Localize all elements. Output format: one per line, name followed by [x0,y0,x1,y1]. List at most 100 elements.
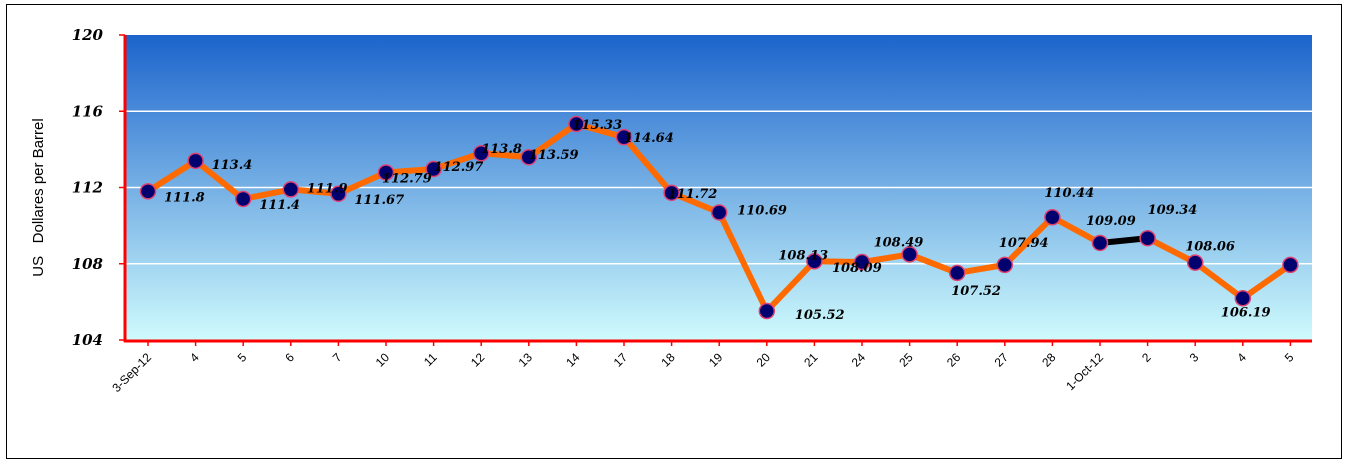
series-segment [1144,235,1199,266]
data-point [901,246,918,263]
x-tick-label: 3-Sep-12 [109,350,154,395]
x-tick-label: 24 [849,350,869,370]
x-tick-label: 20 [754,350,774,370]
series-segment [621,134,675,196]
x-tick-label: 11 [421,350,440,369]
gridlines [124,110,1312,265]
data-point [330,185,347,203]
x-tick-label: 4 [187,350,202,365]
data-label: 108.13 [778,248,828,263]
data-point [377,164,395,181]
x-tick-label: 5 [235,350,250,365]
x-tick-label: 21 [801,350,821,370]
data-label: 111.8 [164,190,205,205]
y-tick-label: 116 [72,102,104,120]
data-label: 107.94 [999,236,1049,251]
x-tick-label: 28 [1039,350,1059,370]
data-point [853,253,871,271]
data-point [472,144,490,162]
data-point [806,253,823,270]
series-segment [525,121,580,161]
data-label: 108.09 [832,261,882,276]
data-label: 113.8 [481,142,522,157]
x-tick-label: 7 [330,350,345,365]
data-point [710,204,728,221]
data-label: 113.4 [212,158,253,173]
data-label: 110.69 [737,203,787,218]
y-tick-label: 112 [72,179,103,197]
data-label: 111.67 [354,193,404,208]
data-point [1186,254,1204,271]
series-segment [430,150,485,173]
data-label: 111.72 [668,187,718,202]
data-point [996,256,1014,274]
x-tick-label: 3 [1187,350,1202,365]
series-segment [145,157,199,195]
series-segment [1049,214,1103,246]
series-segment [1001,214,1056,268]
x-tick-label: 14 [563,350,583,370]
data-label: 114.64 [624,131,674,146]
x-tick-label: 12 [468,350,488,370]
y-tick-label: 120 [72,26,104,44]
series-segment [1192,259,1246,302]
x-tick-label: 5 [1282,350,1297,365]
axes [119,34,1312,346]
y-axis-label: US Dollares per Barrel [30,118,47,276]
x-tick-label: 4 [1234,350,1249,365]
data-point [1234,290,1252,307]
data-label: 109.09 [1086,214,1136,229]
series-segment [763,258,818,315]
data-label: 115.33 [572,118,622,133]
x-tick-label: 27 [992,350,1012,370]
data-point [139,183,157,200]
data-point [234,190,252,208]
series-segment [1239,261,1294,302]
x-tick-label: 6 [282,350,297,365]
x-tick-label: 17 [611,350,631,370]
data-point [758,302,776,320]
y-tick-label: 108 [72,255,104,273]
data-point [1091,234,1109,252]
x-tick-label: 26 [944,350,964,370]
data-label: 110.44 [1044,186,1094,201]
data-point [1139,229,1156,247]
series-segment [668,189,723,216]
data-point [187,152,204,170]
series-points [139,115,1299,320]
data-label: 108.49 [874,235,924,250]
y-tick-labels: 104 108 112 116 120 [72,26,104,349]
data-point [1282,256,1299,274]
series-segment [335,169,389,197]
data-label: 108.06 [1185,240,1235,255]
data-point [663,184,680,202]
data-point [948,264,966,282]
data-label: 113.59 [529,148,579,163]
data-point [568,115,585,133]
data-point [520,148,538,166]
data-label: 112.97 [434,160,484,175]
x-tick-labels: 3-Sep-12 4 5 6 7 10 11 12 13 14 17 18 19 20 21 24 25 26 27… [109,350,1296,395]
x-tick-label: 25 [896,350,916,370]
series-segment [192,157,247,202]
y-tick-label: 104 [72,331,103,349]
data-label: 111.4 [259,198,300,213]
x-tick-label: 19 [706,350,726,370]
x-tick-label: 2 [1139,350,1154,365]
data-point [425,160,442,178]
series-segment [716,209,770,315]
data-point [282,181,300,198]
data-label: 109.34 [1148,203,1198,218]
x-tick-label: 18 [658,350,678,370]
data-label: 112.79 [382,171,432,186]
data-label: 107.52 [951,284,1001,299]
data-point [615,128,633,146]
x-tick-label: 13 [516,350,536,370]
data-label: 111.9 [307,181,348,196]
x-tick-label: 10 [373,350,393,370]
data-label: 106.19 [1221,305,1271,320]
series-segment [906,251,961,276]
x-tick-label: 1-Oct-12 [1063,350,1106,393]
